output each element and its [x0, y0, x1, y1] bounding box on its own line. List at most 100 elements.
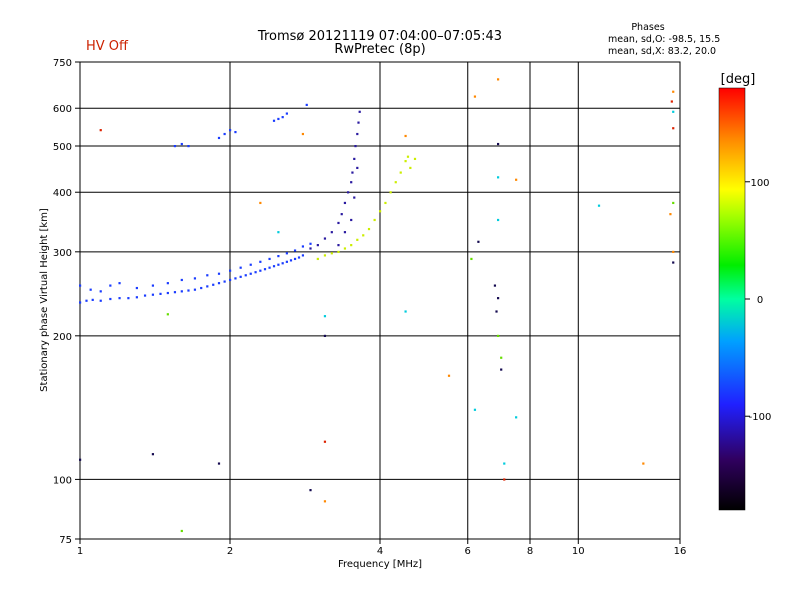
- data-point: [351, 171, 354, 174]
- hv-status-label: HV Off: [86, 39, 129, 54]
- data-point: [206, 285, 209, 288]
- data-point: [399, 171, 402, 174]
- data-point: [337, 221, 340, 225]
- data-point: [151, 293, 155, 296]
- data-point: [79, 458, 82, 461]
- data-point: [672, 201, 675, 205]
- data-point: [109, 284, 112, 287]
- data-point: [309, 247, 312, 250]
- data-point: [212, 283, 215, 286]
- x-tick-label: 2: [227, 546, 233, 557]
- data-point: [323, 315, 327, 318]
- data-point: [301, 132, 305, 136]
- x-axis-ticks: 1 2 4 6 8 10 16: [77, 539, 686, 557]
- data-point: [670, 100, 673, 103]
- colorbar-ticks: 100 0 -100: [745, 178, 771, 423]
- data-point: [362, 234, 365, 237]
- data-point: [91, 298, 94, 301]
- data-point: [254, 271, 257, 274]
- data-point: [413, 157, 417, 161]
- y-tick-label: 600: [53, 104, 72, 115]
- data-point: [272, 119, 276, 122]
- data-point: [127, 297, 130, 300]
- data-point: [217, 272, 221, 275]
- data-point: [495, 310, 498, 313]
- data-point: [672, 110, 675, 113]
- data-point: [166, 313, 169, 316]
- data-point: [356, 238, 359, 241]
- data-point: [166, 282, 169, 285]
- data-point: [301, 245, 305, 248]
- data-point: [229, 129, 232, 132]
- data-point: [404, 134, 407, 138]
- y-tick-label: 100: [53, 475, 72, 486]
- data-point: [330, 231, 333, 234]
- data-point: [473, 95, 477, 98]
- data-point: [293, 249, 297, 252]
- data-point: [515, 416, 518, 419]
- data-point: [343, 247, 347, 250]
- data-point: [268, 257, 271, 261]
- data-point: [272, 265, 276, 268]
- data-point: [173, 144, 177, 148]
- data-point: [330, 252, 333, 255]
- data-point: [151, 284, 155, 287]
- data-point: [337, 244, 340, 247]
- grid-lines: [80, 62, 680, 539]
- data-point: [217, 136, 221, 140]
- phases-heading: Phases: [631, 22, 664, 33]
- data-point: [135, 296, 138, 299]
- data-point: [642, 462, 645, 465]
- y-axis-label: Stationary phase Virtual Height [km]: [39, 208, 50, 392]
- data-point: [259, 260, 262, 263]
- data-point: [109, 297, 112, 301]
- y-tick-label: 75: [59, 535, 72, 546]
- data-point: [447, 374, 451, 377]
- data-point: [263, 268, 267, 271]
- data-point: [234, 277, 237, 280]
- data-point: [337, 250, 340, 254]
- data-point: [285, 252, 288, 255]
- data-point: [297, 256, 301, 259]
- data-point: [669, 213, 672, 216]
- data-point: [289, 259, 293, 262]
- data-point: [496, 297, 500, 300]
- y-tick-label: 500: [53, 142, 72, 153]
- data-point: [323, 440, 327, 443]
- data-point: [343, 231, 347, 234]
- data-point: [193, 277, 197, 280]
- data-point: [239, 266, 242, 269]
- data-point: [357, 121, 360, 124]
- data-point: [316, 244, 319, 247]
- data-point: [353, 157, 356, 161]
- data-point: [187, 289, 190, 292]
- y-tick-label: 300: [53, 248, 72, 259]
- x-tick-label: 1: [77, 546, 83, 557]
- colorbar-tick-label: -100: [749, 412, 772, 423]
- data-point: [340, 213, 343, 216]
- data-point: [500, 356, 503, 359]
- data-point: [180, 290, 183, 293]
- data-point: [180, 529, 183, 533]
- data-point: [301, 254, 305, 257]
- data-point: [277, 263, 280, 266]
- chart-title: Tromsø 20121119 07:04:00–07:05:43: [257, 29, 502, 44]
- data-point: [672, 90, 675, 93]
- data-point: [473, 408, 477, 411]
- data-point: [323, 254, 327, 257]
- phase-o-stats: mean, sd,O: -98.5, 15.5: [608, 34, 720, 45]
- data-point: [166, 291, 169, 295]
- data-point: [85, 299, 88, 302]
- data-point: [503, 478, 506, 481]
- data-point: [173, 291, 177, 294]
- data-point: [409, 166, 412, 170]
- colorbar-tick-label: 0: [757, 295, 763, 306]
- data-point: [249, 272, 252, 275]
- data-point: [118, 297, 121, 300]
- data-point: [503, 462, 506, 465]
- data-point: [229, 269, 232, 272]
- data-point: [672, 250, 675, 254]
- data-point: [99, 299, 102, 302]
- y-tick-label: 200: [53, 332, 72, 343]
